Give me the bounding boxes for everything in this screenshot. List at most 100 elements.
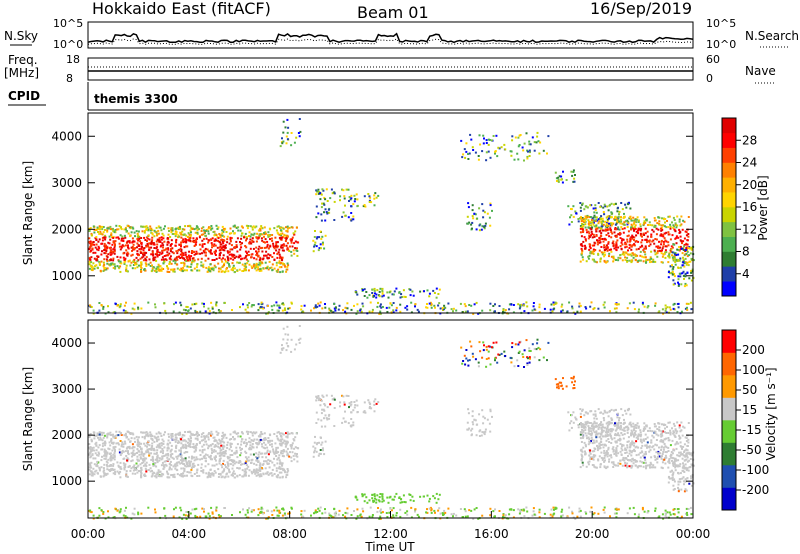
velocity-cell	[255, 452, 258, 455]
power-cell	[605, 234, 608, 236]
velocity-cell	[149, 467, 152, 470]
velocity-cell	[264, 438, 267, 441]
velocity-cell	[195, 471, 198, 474]
power-cell	[291, 245, 294, 248]
power-cell	[671, 264, 673, 267]
power-cell	[570, 208, 573, 211]
velocity-cell	[182, 459, 185, 462]
velocity-cell	[256, 457, 259, 460]
power-cell	[632, 256, 635, 259]
velocity-cell	[189, 443, 192, 445]
power-cell	[668, 254, 671, 257]
power-cell	[363, 295, 366, 297]
power-cell	[625, 206, 628, 209]
power-cell	[673, 302, 676, 305]
power-cell	[104, 236, 107, 239]
power-cell	[267, 235, 270, 238]
power-cell	[387, 296, 390, 299]
power-cell	[597, 226, 600, 229]
power-cell	[375, 293, 378, 296]
power-cell	[616, 220, 619, 223]
power-cell	[265, 254, 268, 257]
velocity-cell	[603, 419, 606, 422]
power-cell	[600, 215, 603, 218]
power-cell	[204, 251, 207, 254]
power-cell	[188, 257, 191, 260]
power-cell	[645, 261, 647, 264]
power-cell	[152, 259, 155, 262]
power-cell	[255, 269, 258, 272]
velocity-cell	[348, 406, 350, 409]
power-cell	[489, 302, 492, 305]
power-cell	[286, 225, 289, 228]
velocity-cell	[257, 469, 260, 472]
colorbar-tick-label: 24	[742, 156, 757, 170]
power-cell	[684, 282, 687, 285]
velocity-cell	[179, 449, 182, 452]
power-cell	[389, 302, 392, 305]
velocity-cell	[211, 458, 214, 461]
velocity-cell	[241, 432, 244, 435]
power-cell	[684, 262, 687, 264]
power-cell	[687, 302, 690, 305]
power-cell	[106, 260, 109, 262]
power-cell	[244, 250, 247, 253]
power-cell	[217, 237, 220, 240]
power-cell	[629, 244, 632, 247]
velocity-cell	[106, 472, 109, 475]
power-cell	[129, 264, 132, 267]
power-cell	[523, 310, 526, 313]
power-cell	[652, 239, 655, 242]
velocity-cell	[101, 431, 104, 434]
power-cell	[120, 245, 123, 248]
power-cell	[136, 242, 139, 245]
power-cell	[195, 250, 198, 253]
velocity-cell	[325, 394, 328, 397]
power-cell	[603, 249, 606, 252]
power-cell	[546, 152, 548, 155]
power-cell	[257, 255, 260, 258]
velocity-cell	[556, 386, 558, 389]
velocity-cell	[252, 439, 255, 442]
velocity-cell	[171, 453, 174, 455]
power-cell	[176, 267, 179, 270]
power-cell	[93, 267, 96, 270]
power-cell	[632, 301, 635, 304]
power-cell	[652, 260, 655, 263]
power-cell	[106, 267, 109, 270]
velocity-cell	[121, 441, 124, 444]
velocity-cell	[175, 436, 178, 439]
power-cell	[268, 260, 271, 263]
power-cell	[450, 308, 453, 311]
power-cell	[137, 235, 140, 238]
power-cell	[149, 229, 152, 232]
velocity-cell	[478, 413, 481, 416]
power-cell	[102, 305, 105, 308]
power-cell	[144, 262, 147, 265]
power-cell	[356, 204, 359, 207]
velocity-cell	[245, 445, 247, 448]
power-cell	[272, 245, 275, 248]
velocity-cell	[110, 439, 113, 442]
velocity-cell	[171, 435, 174, 438]
velocity-cell	[120, 467, 123, 470]
power-cell	[218, 233, 221, 235]
velocity-cell	[485, 365, 488, 368]
power-cell	[105, 268, 108, 271]
power-cell	[106, 227, 109, 230]
power-cell	[297, 132, 300, 134]
velocity-cell	[592, 413, 595, 416]
power-cell	[179, 225, 181, 228]
power-cell	[317, 212, 320, 215]
power-cell	[648, 239, 651, 242]
power-cell	[673, 228, 676, 231]
power-cell	[226, 241, 229, 244]
velocity-cell	[213, 440, 216, 443]
velocity-cell	[193, 434, 196, 436]
power-cell	[172, 233, 175, 235]
power-cell	[595, 211, 598, 214]
power-cell	[252, 240, 255, 243]
power-cell	[193, 228, 196, 231]
power-cell	[685, 284, 688, 287]
velocity-cell	[321, 394, 324, 397]
